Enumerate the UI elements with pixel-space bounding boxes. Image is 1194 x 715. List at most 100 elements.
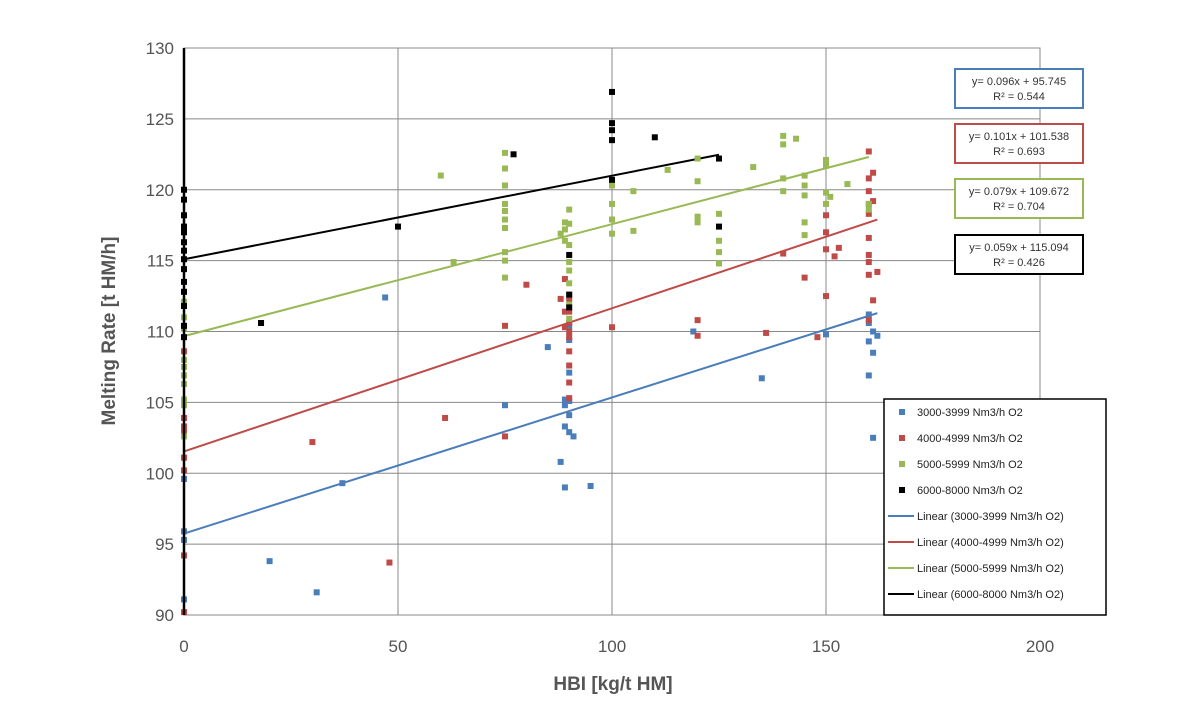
data-point [609,182,615,189]
data-point [716,210,722,217]
data-point [831,253,838,260]
data-point [386,559,393,566]
data-point [694,155,701,162]
data-point [561,237,568,244]
data-point [544,344,551,351]
equation-box [954,68,1084,109]
data-points [181,88,881,616]
y-tick-label: 115 [147,252,174,271]
data-point [835,244,842,251]
data-point [266,558,273,565]
data-point [566,379,573,386]
legend-box [883,398,1107,616]
data-point [566,295,573,302]
data-point [609,216,615,223]
data-point [557,230,564,237]
data-point [566,304,573,311]
data-point [865,200,872,207]
y-tick-label: 130 [146,39,174,58]
equation-label: y= 0.059x + 115.094 [969,242,1069,254]
data-point [801,219,808,226]
legend-label: Linear (3000-3999 Nm3/h O2) [917,511,1064,523]
data-point [566,267,573,274]
data-point [758,375,765,382]
data-point [823,189,829,196]
data-point [561,396,568,403]
trendlines [183,153,878,535]
data-point [450,259,457,266]
data-point [865,317,872,324]
data-point [561,308,568,315]
legend-marker [899,409,905,415]
data-point [566,242,573,249]
data-point [823,229,829,236]
data-point [801,182,808,189]
legend-label: Linear (5000-5999 Nm3/h O2) [917,563,1064,575]
data-point [870,328,877,335]
data-point [870,169,877,176]
r-squared-label: R² = 0.704 [993,201,1045,213]
legend-label: Linear (6000-8000 Nm3/h O2) [917,589,1064,601]
data-point [609,200,615,207]
data-point [780,250,787,257]
trendline-equations: y= 0.096x + 95.745 R² = 0.544 y= 0.101x + … [954,68,1084,275]
data-point [502,165,508,172]
data-point [502,322,508,329]
data-point [865,210,872,217]
data-point [716,260,722,267]
data-point [566,291,573,298]
data-point [865,271,872,278]
equation-label: y= 0.079x + 109.672 [969,186,1069,198]
data-point [566,308,573,315]
data-point [609,137,615,144]
y-tick-label: 120 [146,181,174,200]
data-point [716,249,722,256]
data-point [561,402,568,409]
data-point [502,274,508,281]
y-tick-label: 90 [155,606,174,625]
data-point [865,311,872,318]
data-point [630,227,637,234]
data-point [763,329,770,336]
data-point [865,338,872,345]
data-point [780,141,787,148]
equation-box [954,178,1084,219]
x-tick-label: 50 [389,637,408,656]
data-point [865,234,872,241]
data-point [566,334,573,341]
data-point [510,151,517,158]
data-point [823,331,829,338]
data-point [780,188,787,195]
y-tick-label: 125 [146,110,174,129]
data-point [561,484,568,491]
data-point [502,433,508,440]
data-point [694,219,701,226]
data-point [690,328,697,335]
data-point [566,319,573,326]
data-point [502,257,508,264]
data-point [827,193,834,200]
data-point [780,175,787,182]
x-axis-title: HBI [kg/t HM] [553,674,672,695]
trendline [183,312,878,535]
data-point [694,317,701,324]
y-tick-label: 100 [146,464,174,483]
data-point [651,134,658,141]
r-squared-label: R² = 0.693 [993,146,1045,158]
data-point [609,324,615,331]
data-point [694,178,701,185]
data-point [561,219,568,226]
data-point [823,246,829,253]
data-point [609,120,615,127]
legend-label: Linear (4000-4999 Nm3/h O2) [917,537,1064,549]
legend-marker [899,435,905,441]
data-point [865,188,872,195]
data-point [502,225,508,232]
data-point [801,232,808,239]
y-axis-ticks: 90 95 100 105 110 115 120 125 130 [146,39,174,625]
data-point [566,348,573,355]
data-point [502,249,508,256]
data-point [523,281,530,288]
data-point [716,155,722,162]
data-point [557,458,564,465]
